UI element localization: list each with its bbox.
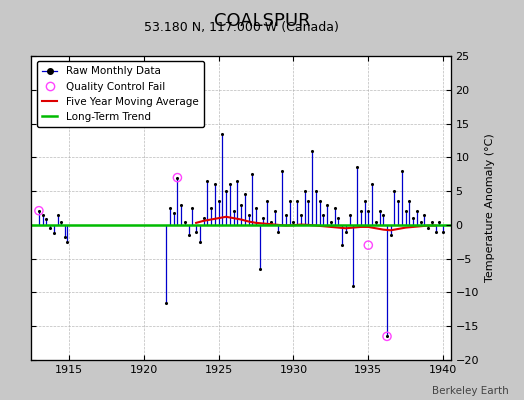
Point [200, 215, 208, 221]
Point [233, 178, 242, 184]
Point [293, 198, 301, 204]
Point [300, 188, 309, 194]
Point [274, 228, 282, 235]
Point [435, 218, 444, 225]
Point [57, 218, 66, 225]
Point [342, 228, 350, 235]
Point [192, 228, 200, 235]
Point [323, 202, 331, 208]
Point [364, 208, 373, 214]
Point [252, 205, 260, 211]
Point [38, 212, 47, 218]
Point [420, 212, 429, 218]
Point [46, 225, 54, 232]
Point [319, 212, 328, 218]
Point [263, 198, 271, 204]
Point [357, 208, 365, 214]
Point [334, 215, 343, 221]
Point [345, 212, 354, 218]
Point [398, 168, 406, 174]
Point [372, 218, 380, 225]
Point [166, 205, 174, 211]
Point [207, 205, 215, 211]
Point [431, 228, 440, 235]
Point [405, 198, 413, 204]
Text: COALSPUR: COALSPUR [214, 12, 310, 30]
Point [338, 242, 346, 248]
Point [173, 174, 182, 181]
Point [401, 208, 410, 214]
Point [214, 198, 223, 204]
Point [184, 232, 193, 238]
Point [331, 205, 339, 211]
Point [379, 212, 387, 218]
Point [428, 218, 436, 225]
Point [35, 208, 43, 214]
Point [203, 178, 212, 184]
Point [169, 210, 178, 216]
Point [177, 202, 185, 208]
Point [270, 208, 279, 214]
Point [222, 188, 230, 194]
Point [162, 299, 170, 306]
Point [297, 212, 305, 218]
Point [312, 188, 320, 194]
Legend: Raw Monthly Data, Quality Control Fail, Five Year Moving Average, Long-Term Tren: Raw Monthly Data, Quality Control Fail, … [37, 61, 204, 127]
Point [244, 212, 253, 218]
Point [364, 242, 373, 248]
Point [315, 198, 324, 204]
Point [383, 333, 391, 340]
Point [308, 147, 316, 154]
Point [304, 198, 313, 204]
Point [218, 130, 226, 137]
Point [387, 232, 395, 238]
Point [413, 208, 421, 214]
Point [383, 333, 391, 340]
Point [35, 208, 43, 214]
Point [424, 225, 432, 232]
Point [188, 205, 196, 211]
Point [368, 181, 376, 188]
Text: Berkeley Earth: Berkeley Earth [432, 386, 508, 396]
Point [259, 215, 268, 221]
Point [211, 181, 219, 188]
Point [226, 181, 234, 188]
Point [50, 230, 58, 236]
Point [286, 198, 294, 204]
Point [63, 238, 72, 245]
Point [278, 168, 287, 174]
Point [181, 218, 189, 225]
Point [195, 238, 204, 245]
Point [349, 282, 357, 289]
Point [390, 188, 399, 194]
Point [375, 208, 384, 214]
Point [282, 212, 290, 218]
Point [289, 218, 298, 225]
Point [248, 171, 256, 178]
Point [237, 202, 245, 208]
Point [53, 212, 62, 218]
Point [439, 228, 447, 235]
Point [394, 198, 402, 204]
Point [173, 174, 182, 181]
Point [353, 164, 361, 171]
Point [42, 216, 51, 223]
Y-axis label: Temperature Anomaly (°C): Temperature Anomaly (°C) [485, 134, 495, 282]
Point [409, 215, 418, 221]
Point [256, 266, 264, 272]
Point [241, 191, 249, 198]
Point [361, 198, 369, 204]
Point [230, 208, 238, 214]
Point [61, 234, 69, 240]
Point [417, 218, 425, 225]
Point [267, 218, 275, 225]
Point [326, 218, 335, 225]
Title: 53.180 N, 117.000 W (Canada): 53.180 N, 117.000 W (Canada) [144, 21, 339, 34]
